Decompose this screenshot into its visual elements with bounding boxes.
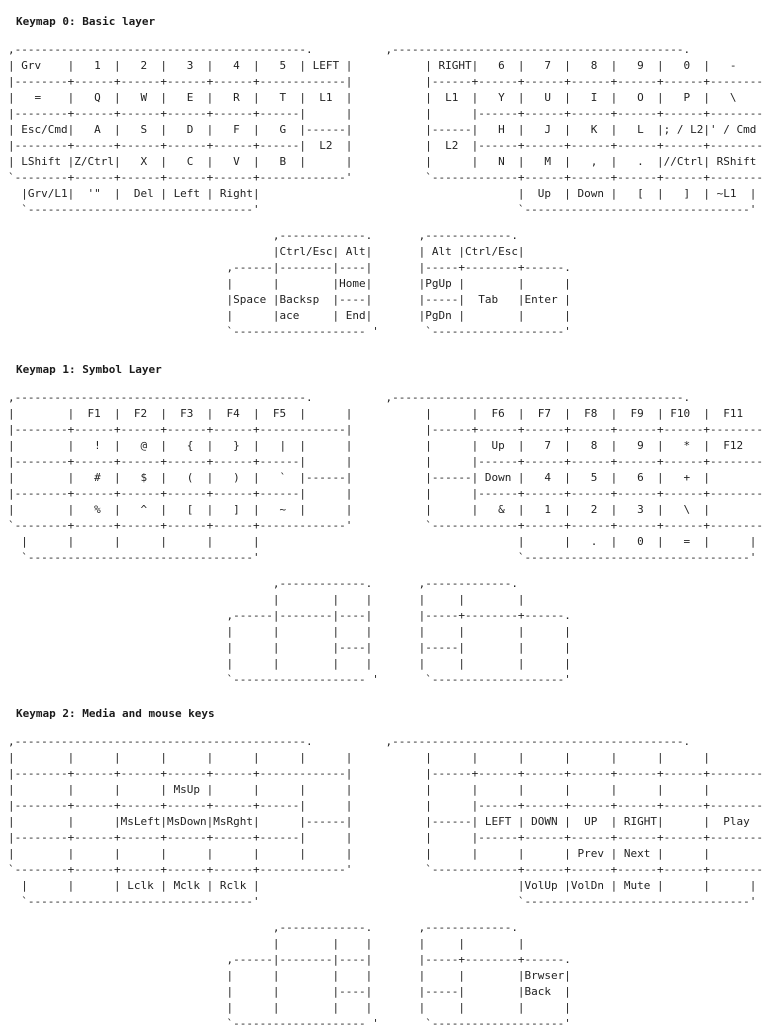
keymap-thumb-art-1: ,-------------. ,-------------. | | | | … bbox=[226, 577, 571, 686]
keymap-main-art-2: ,---------------------------------------… bbox=[8, 735, 765, 908]
spacer bbox=[8, 218, 765, 228]
keymap-section-1: Keymap 1: Symbol Layer ,----------------… bbox=[8, 362, 765, 688]
keymap-section-2: Keymap 2: Media and mouse keys ,--------… bbox=[8, 706, 765, 1032]
keymap-thumb-art-2: ,-------------. ,-------------. | | | | … bbox=[226, 921, 571, 1030]
keymap-title-1: Keymap 1: Symbol Layer bbox=[16, 363, 162, 376]
keymap-thumb-art-0: ,-------------. ,-------------. |Ctrl/Es… bbox=[226, 229, 571, 338]
section-divider bbox=[8, 340, 765, 362]
keymap-main-art-0: ,---------------------------------------… bbox=[8, 43, 765, 216]
keymap-title-0: Keymap 0: Basic layer bbox=[16, 15, 156, 28]
keymap-main-art-1: ,---------------------------------------… bbox=[8, 391, 765, 564]
section-divider bbox=[8, 688, 765, 706]
spacer bbox=[8, 566, 765, 576]
keymap-section-0: Keymap 0: Basic layer ,-----------------… bbox=[8, 14, 765, 340]
keymap-title-2: Keymap 2: Media and mouse keys bbox=[16, 707, 215, 720]
spacer bbox=[8, 910, 765, 920]
